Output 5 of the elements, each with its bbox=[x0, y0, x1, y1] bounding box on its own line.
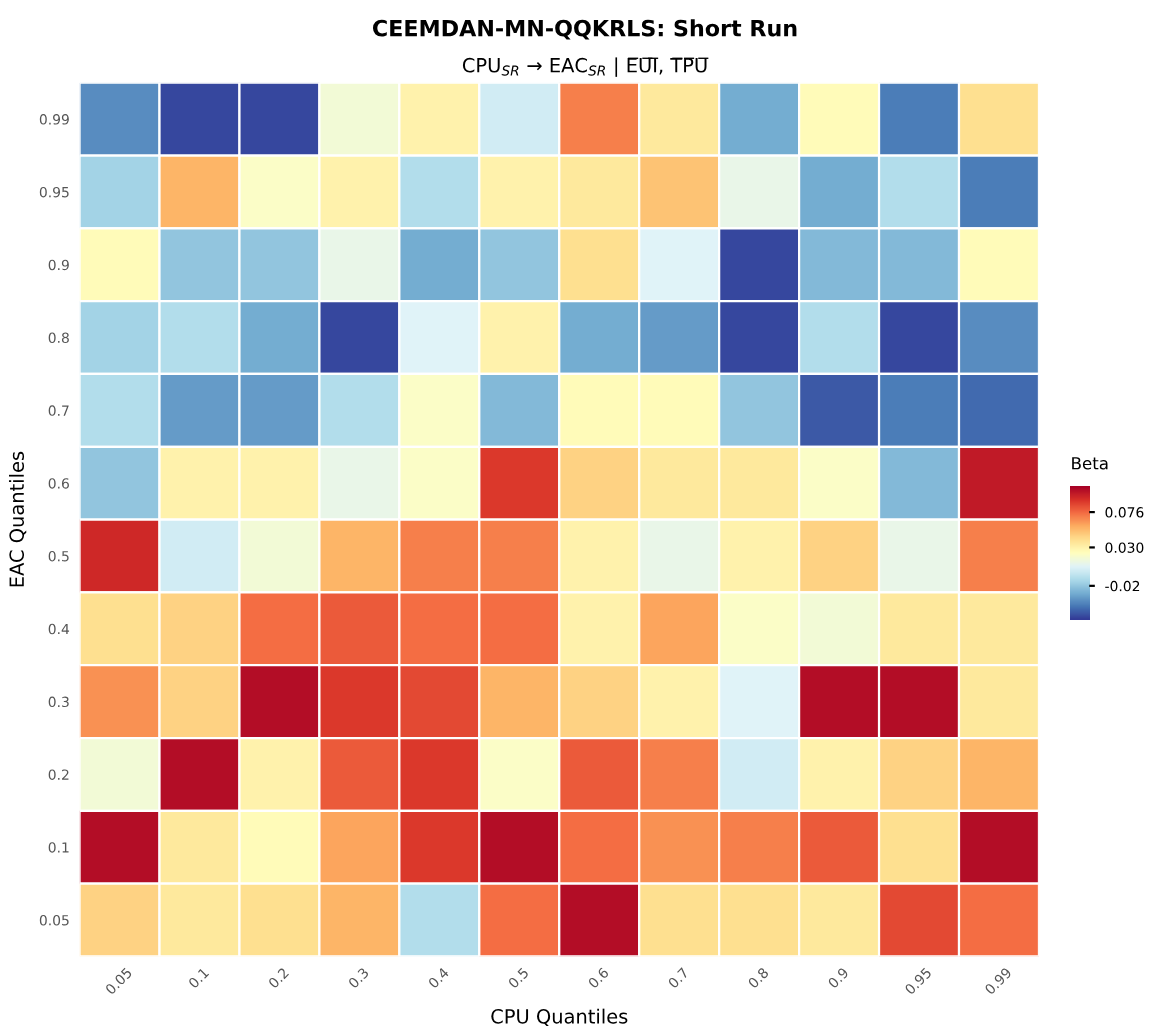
color-bar-title: Beta bbox=[1072, 457, 1108, 470]
chart-title: CEEMDAN-MN-QQKRLS: Short Run bbox=[372, 19, 797, 40]
x-axis-title: CPU Quantiles bbox=[491, 1008, 628, 1026]
y-axis-title: EAC Quantiles bbox=[8, 451, 27, 587]
chart-subtitle: CPU$_{SR}$ → EAC$_{SR}$ | E̅U̅I̅, T̅P̅U̅ bbox=[462, 57, 709, 77]
